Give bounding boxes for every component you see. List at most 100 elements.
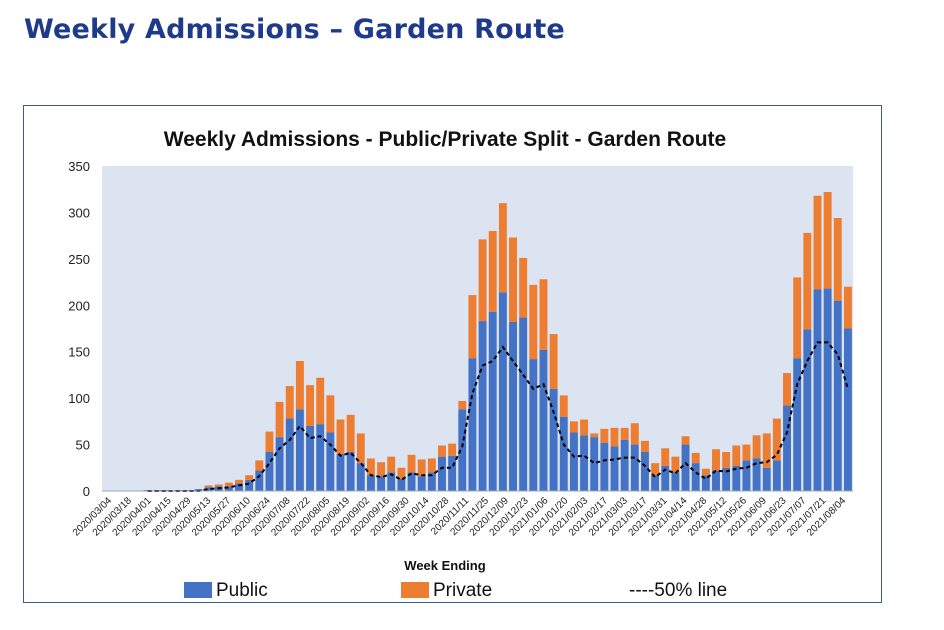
bar-private (712, 449, 720, 471)
bar-private (214, 484, 223, 487)
bar-private (651, 463, 660, 476)
x-axis-label: Week Ending (404, 558, 485, 573)
bar-public (580, 435, 589, 491)
bar-private (640, 440, 649, 452)
bar-public (569, 432, 578, 491)
bar-public (387, 472, 396, 491)
bar-public (235, 483, 243, 491)
bar-private (438, 445, 446, 457)
bar-private (559, 395, 568, 417)
bar-public (640, 452, 649, 491)
legend-label-line: ----50% line (629, 580, 727, 601)
bar-public (468, 358, 477, 491)
bar-public (823, 288, 832, 491)
bar-private (843, 286, 852, 329)
bar-private (833, 218, 842, 301)
bar-private (752, 435, 761, 459)
bar-public (458, 409, 467, 491)
bar-private (539, 279, 548, 350)
bar-public (813, 289, 822, 491)
bar-private (620, 427, 629, 440)
y-tick-label: 250 (68, 252, 90, 267)
bar-public (752, 458, 761, 491)
bar-public (295, 409, 304, 491)
bar-public (498, 292, 507, 491)
bar-private (701, 468, 710, 476)
bar-public (843, 328, 852, 491)
bar-public (427, 472, 436, 491)
bar-private (478, 239, 487, 322)
bar-public (204, 487, 213, 491)
legend: Public Private ----50% line (184, 580, 727, 601)
y-axis: 0 50 100 150 200 250 300 350 (68, 159, 90, 499)
bar-private (468, 295, 477, 359)
bar-public (732, 465, 741, 491)
bar-private (630, 423, 639, 445)
bar-public (285, 418, 294, 491)
bar-public (366, 475, 375, 491)
y-tick-label: 50 (76, 438, 90, 453)
bar-public (559, 416, 568, 491)
bar-public (519, 317, 528, 491)
y-tick-label: 350 (68, 159, 90, 174)
bar-public (549, 388, 558, 491)
bar-public (448, 455, 457, 491)
bar-public (539, 349, 548, 491)
bar-public (346, 452, 355, 491)
bar-private (306, 385, 315, 426)
bar-private (823, 192, 832, 289)
bar-private (397, 467, 406, 479)
bar-private (509, 237, 517, 322)
bar-private (356, 433, 365, 464)
plot-area (102, 166, 853, 491)
legend-swatch-public (184, 582, 212, 598)
fifty-percent-line (147, 341, 849, 492)
bar-public (306, 426, 315, 491)
bar-public (671, 472, 680, 491)
bar-private (519, 257, 528, 318)
y-tick-label: 200 (68, 298, 90, 313)
bar-public (245, 479, 254, 491)
page-title: Weekly Admissions – Garden Route (24, 14, 565, 45)
bar-private (366, 458, 375, 476)
bar-public (336, 453, 345, 491)
y-tick-label: 0 (83, 484, 90, 499)
bars (143, 192, 852, 491)
bar-public (610, 446, 619, 491)
bar-private (549, 334, 558, 389)
bar-private (488, 231, 497, 312)
bar-private (336, 419, 345, 454)
legend-swatch-private (401, 582, 429, 598)
bar-private (793, 277, 802, 359)
bar-public (438, 456, 446, 491)
bar-public (488, 311, 497, 491)
bar-public (793, 358, 802, 491)
y-tick-label: 100 (68, 391, 90, 406)
bar-private (245, 475, 254, 480)
y-tick-label: 300 (68, 205, 90, 220)
bar-public (478, 321, 487, 491)
admissions-chart: Weekly Admissions - Public/Private Split… (68, 128, 853, 601)
bar-public (265, 452, 274, 491)
bar-public (651, 475, 660, 491)
bar-private (265, 431, 274, 452)
bar-public (762, 467, 771, 491)
bar-public (417, 476, 426, 491)
bar-public (255, 470, 264, 491)
bar-private (417, 459, 426, 477)
bar-public (316, 424, 325, 491)
bar-private (569, 421, 578, 433)
bar-public (407, 472, 416, 491)
bar-private (803, 232, 812, 330)
legend-label-private: Private (433, 580, 492, 601)
bar-private (387, 456, 396, 473)
bar-public (600, 442, 609, 491)
y-tick-label: 150 (68, 345, 90, 360)
bar-private (235, 479, 243, 484)
bar-private (600, 428, 609, 443)
bar-private (783, 373, 791, 406)
bar-private (427, 458, 436, 473)
bar-public (630, 444, 639, 491)
bar-public (712, 470, 720, 491)
bar-private (295, 361, 304, 410)
